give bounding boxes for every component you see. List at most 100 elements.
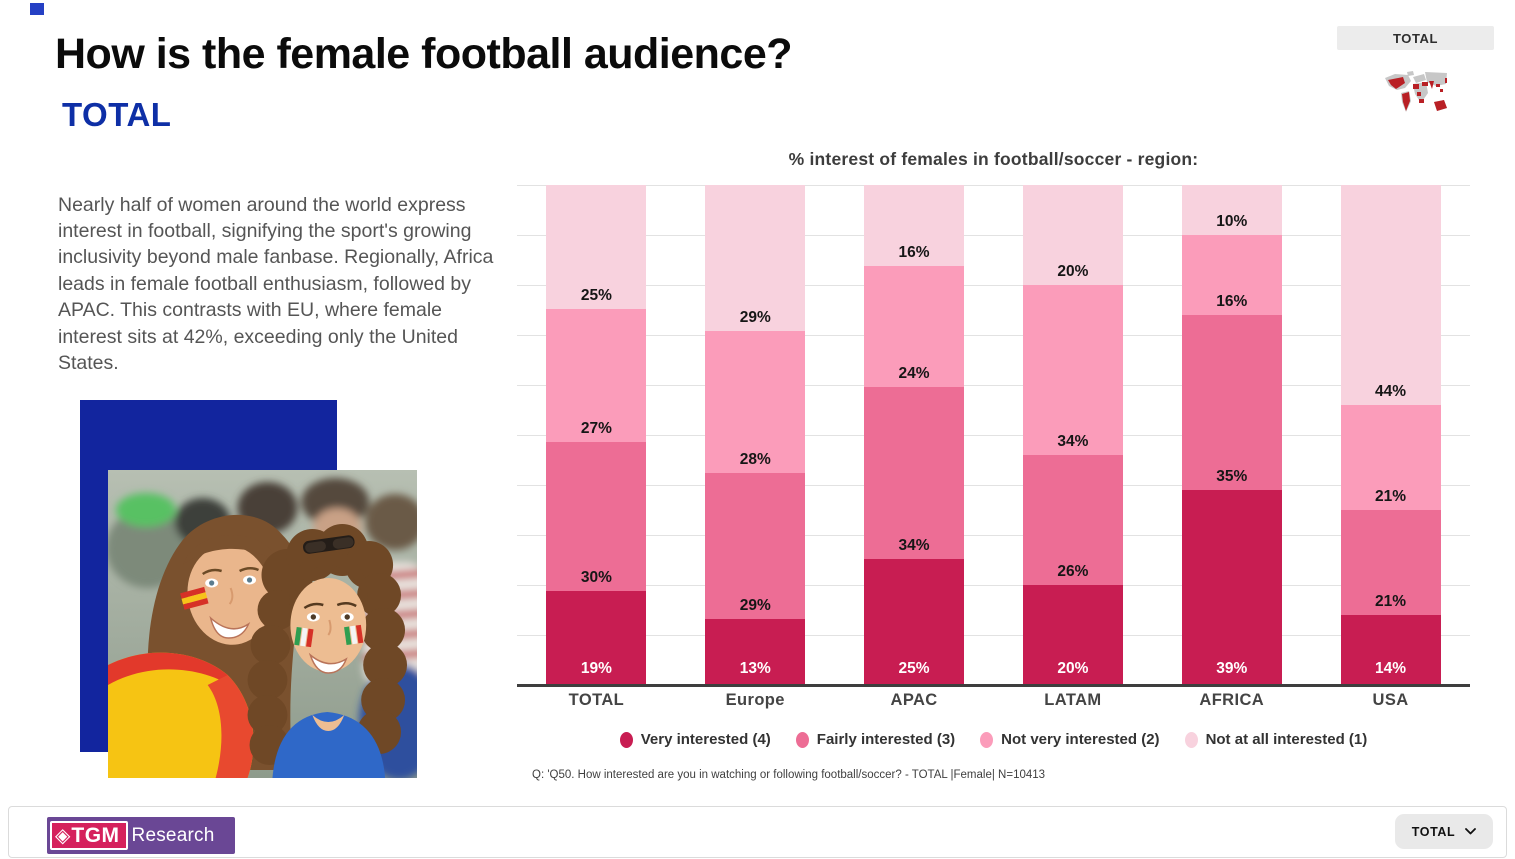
bar-segment <box>1340 510 1441 615</box>
description: Nearly half of women around the world ex… <box>58 193 494 374</box>
stacked-bar <box>705 185 806 685</box>
bar-value-label: 27% <box>580 420 612 438</box>
gridline <box>517 485 1470 486</box>
gridline <box>517 385 1470 386</box>
bar-segment <box>705 619 806 685</box>
bar-value-label: 16% <box>1216 293 1248 310</box>
legend-item: Not at all interested (1) <box>1184 731 1368 748</box>
bar-value-label: 14% <box>1375 660 1407 677</box>
bar-slot: 19% 30% 27% 25% <box>517 185 676 685</box>
source-footnote: Q: 'Q50. How interested are you in watch… <box>532 769 1046 781</box>
world-map <box>1381 68 1449 118</box>
bar-value-label: 26% <box>1057 563 1089 580</box>
bar-segment <box>1022 285 1123 455</box>
gridline <box>517 335 1470 336</box>
footer-bar: ◈ TGM Research TOTAL <box>8 806 1507 858</box>
gridline <box>517 635 1470 636</box>
category-label: TOTAL <box>568 691 625 709</box>
bar-slot: 20% 26% 34% 20% <box>994 185 1153 685</box>
bar-value-label: 19% <box>580 660 612 677</box>
bar-value-label: 20% <box>1057 263 1089 280</box>
bar-value-label: 34% <box>1057 433 1089 450</box>
bar-value-label: 25% <box>580 286 612 304</box>
gridline <box>517 285 1470 286</box>
bar-segment <box>546 185 647 309</box>
bar-segment <box>1340 615 1441 685</box>
legend-dot-icon <box>1184 731 1198 748</box>
bar-value-label: 16% <box>898 243 930 261</box>
bar-slot: 39% 35% 16% 10% <box>1152 185 1311 685</box>
stacked-bar <box>1340 185 1441 685</box>
bar-slot: 13% 29% 28% 29% <box>676 185 835 685</box>
category-axis: TOTAL Europe APAC LATAM AFRICA USA <box>517 691 1470 713</box>
bar-value-label: 10% <box>1216 213 1248 230</box>
bar-segment <box>1022 185 1123 285</box>
category-label: AFRICA <box>1199 691 1265 709</box>
gridline <box>517 535 1470 536</box>
bar-value-label: 29% <box>739 597 771 615</box>
bar-segment <box>705 185 806 332</box>
chart-title: % interest of females in football/soccer… <box>788 149 1199 169</box>
gridline <box>517 585 1470 586</box>
tgm-research-logo: ◈ TGM Research <box>47 817 235 854</box>
chevron-down-icon <box>1465 828 1477 835</box>
bar-value-label: 29% <box>739 309 771 327</box>
bar-segment <box>864 558 965 685</box>
page-subtitle: TOTAL <box>62 96 172 133</box>
stacked-bar <box>546 185 647 685</box>
region-filter-button[interactable]: TOTAL <box>1337 26 1494 50</box>
gridline <box>517 435 1470 436</box>
category-label: LATAM <box>1044 691 1102 709</box>
gridline <box>517 185 1470 186</box>
bar-segment <box>546 590 647 685</box>
category-label: USA <box>1372 691 1409 709</box>
bar-segment <box>864 265 965 388</box>
legend-label: Not at all interested (1) <box>1205 731 1368 748</box>
category-label: APAC <box>890 691 938 709</box>
bar-value-label: 21% <box>1375 488 1407 505</box>
bar-segment <box>1181 490 1282 685</box>
bar-value-label: 20% <box>1057 660 1089 677</box>
tgm-logo-box: ◈ TGM <box>50 821 128 850</box>
category-label: Europe <box>725 691 785 709</box>
legend-item: Fairly interested (3) <box>795 731 956 748</box>
region-filter-label: TOTAL <box>1392 30 1439 46</box>
bar-value-label: 30% <box>580 568 612 586</box>
chart-legend: Very interested (4) Fairly interested (3)… <box>517 731 1470 748</box>
bar-segment <box>705 331 806 473</box>
bar-value-label: 34% <box>898 536 930 554</box>
bar-value-label: 28% <box>739 450 771 468</box>
legend-item: Very interested (4) <box>619 731 771 748</box>
diamond-icon: ◈ <box>55 824 71 847</box>
page-title: How is the female football audience? <box>55 30 793 78</box>
x-axis-line <box>517 684 1470 687</box>
stacked-bar <box>1022 185 1123 685</box>
region-dropdown[interactable]: TOTAL <box>1395 814 1493 849</box>
legend-label: Not very interested (2) <box>1001 731 1160 748</box>
legend-dot-icon <box>980 731 994 748</box>
legend-label: Fairly interested (3) <box>816 731 956 748</box>
bar-segment <box>1022 585 1123 685</box>
logo-tgm-text: TGM <box>71 824 120 847</box>
bar-segment <box>864 185 965 266</box>
bar-segment <box>1340 185 1441 405</box>
bar-segment <box>1181 235 1282 315</box>
corner-accent-chip <box>30 3 44 15</box>
region-dropdown-label: TOTAL <box>1411 824 1456 839</box>
bar-slot: 14% 21% 21% 44% <box>1311 185 1470 685</box>
legend-dot-icon <box>795 731 809 748</box>
female-fans-photo <box>106 470 439 780</box>
bar-value-label: 25% <box>898 660 930 677</box>
bar-segment <box>864 387 965 559</box>
stacked-bar <box>1181 185 1282 685</box>
legend-label: Very interested (4) <box>640 731 771 748</box>
bar-segment <box>546 442 647 591</box>
bar-value-label: 35% <box>1216 468 1248 485</box>
legend-dot-icon <box>619 731 633 748</box>
bar-segment <box>546 308 647 443</box>
bar-value-label: 39% <box>1216 660 1248 677</box>
bar-segment <box>1181 185 1282 235</box>
bar-value-label: 24% <box>898 365 930 383</box>
stacked-bar <box>864 185 965 685</box>
